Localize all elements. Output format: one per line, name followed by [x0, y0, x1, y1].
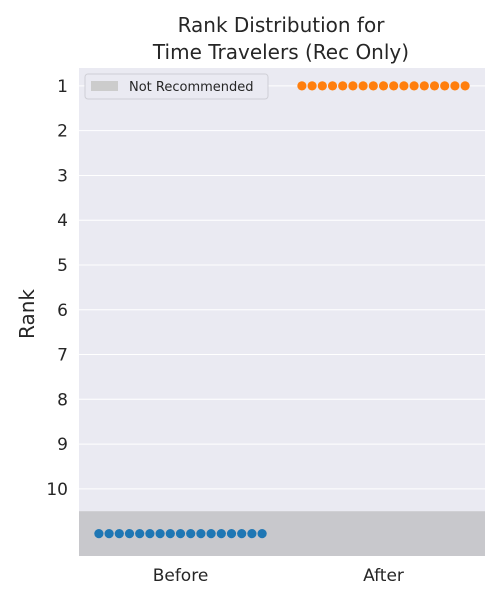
point-before-4: [124, 529, 135, 539]
y-tick-label-2: 2: [57, 122, 68, 142]
point-after-16: [450, 81, 460, 91]
point-after-9: [378, 81, 389, 91]
point-after-1: [297, 81, 307, 91]
point-before-9: [175, 529, 186, 539]
y-tick-label-4: 4: [57, 211, 68, 231]
point-before-8: [165, 529, 175, 539]
point-before-5: [135, 529, 145, 539]
grid-lines: [79, 85, 485, 490]
y-tick-label-3: 3: [57, 166, 68, 186]
point-after-14: [429, 81, 440, 91]
point-before-2: [104, 529, 114, 539]
point-after-13: [419, 81, 429, 91]
y-tick-label-8: 8: [57, 390, 68, 410]
legend-label-not-recommended: Not Recommended: [129, 80, 254, 95]
point-before-12: [206, 529, 216, 539]
y-tick-label-5: 5: [57, 256, 68, 276]
plot-area: [79, 68, 485, 556]
y-tick-label-1: 1: [57, 77, 68, 97]
point-after-12: [409, 81, 419, 91]
point-before-7: [155, 529, 165, 539]
point-before-14: [226, 529, 237, 539]
point-after-7: [358, 81, 368, 91]
x-tick-label-before: Before: [153, 566, 209, 586]
point-after-3: [317, 81, 327, 91]
point-before-3: [114, 529, 124, 539]
y-tick-label-6: 6: [57, 301, 68, 321]
point-after-2: [307, 81, 317, 91]
point-before-17: [257, 529, 267, 539]
x-tick-label-after: After: [363, 566, 404, 586]
point-before-16: [247, 529, 257, 539]
y-axis-label: Rank: [15, 289, 39, 339]
point-after-8: [368, 81, 378, 91]
point-after-17: [460, 81, 470, 91]
point-before-15: [237, 529, 247, 539]
point-before-13: [216, 529, 226, 539]
chart-title-line-2: Time Travelers (Rec Only): [152, 40, 409, 64]
point-after-15: [440, 81, 450, 91]
legend-swatch-not-recommended: [91, 81, 118, 91]
point-after-11: [399, 81, 409, 91]
legend: Not Recommended: [84, 73, 269, 100]
point-after-4: [327, 81, 338, 91]
point-after-6: [348, 81, 358, 91]
point-after-10: [389, 81, 399, 91]
point-before-11: [196, 529, 206, 539]
point-after-5: [338, 81, 348, 91]
y-tick-labels: 1 2 3 4 5 6 7 8 9 10: [46, 77, 68, 500]
point-before-1: [94, 529, 104, 539]
x-tick-labels: Before After: [153, 566, 404, 586]
point-before-10: [186, 529, 196, 539]
y-tick-label-9: 9: [57, 435, 68, 455]
legend-frame: [84, 73, 269, 100]
y-tick-label-7: 7: [57, 346, 68, 366]
chart-title-line-1: Rank Distribution for: [178, 13, 386, 37]
y-tick-label-10: 10: [46, 480, 68, 500]
data-points: [94, 81, 470, 539]
point-before-6: [145, 529, 155, 539]
